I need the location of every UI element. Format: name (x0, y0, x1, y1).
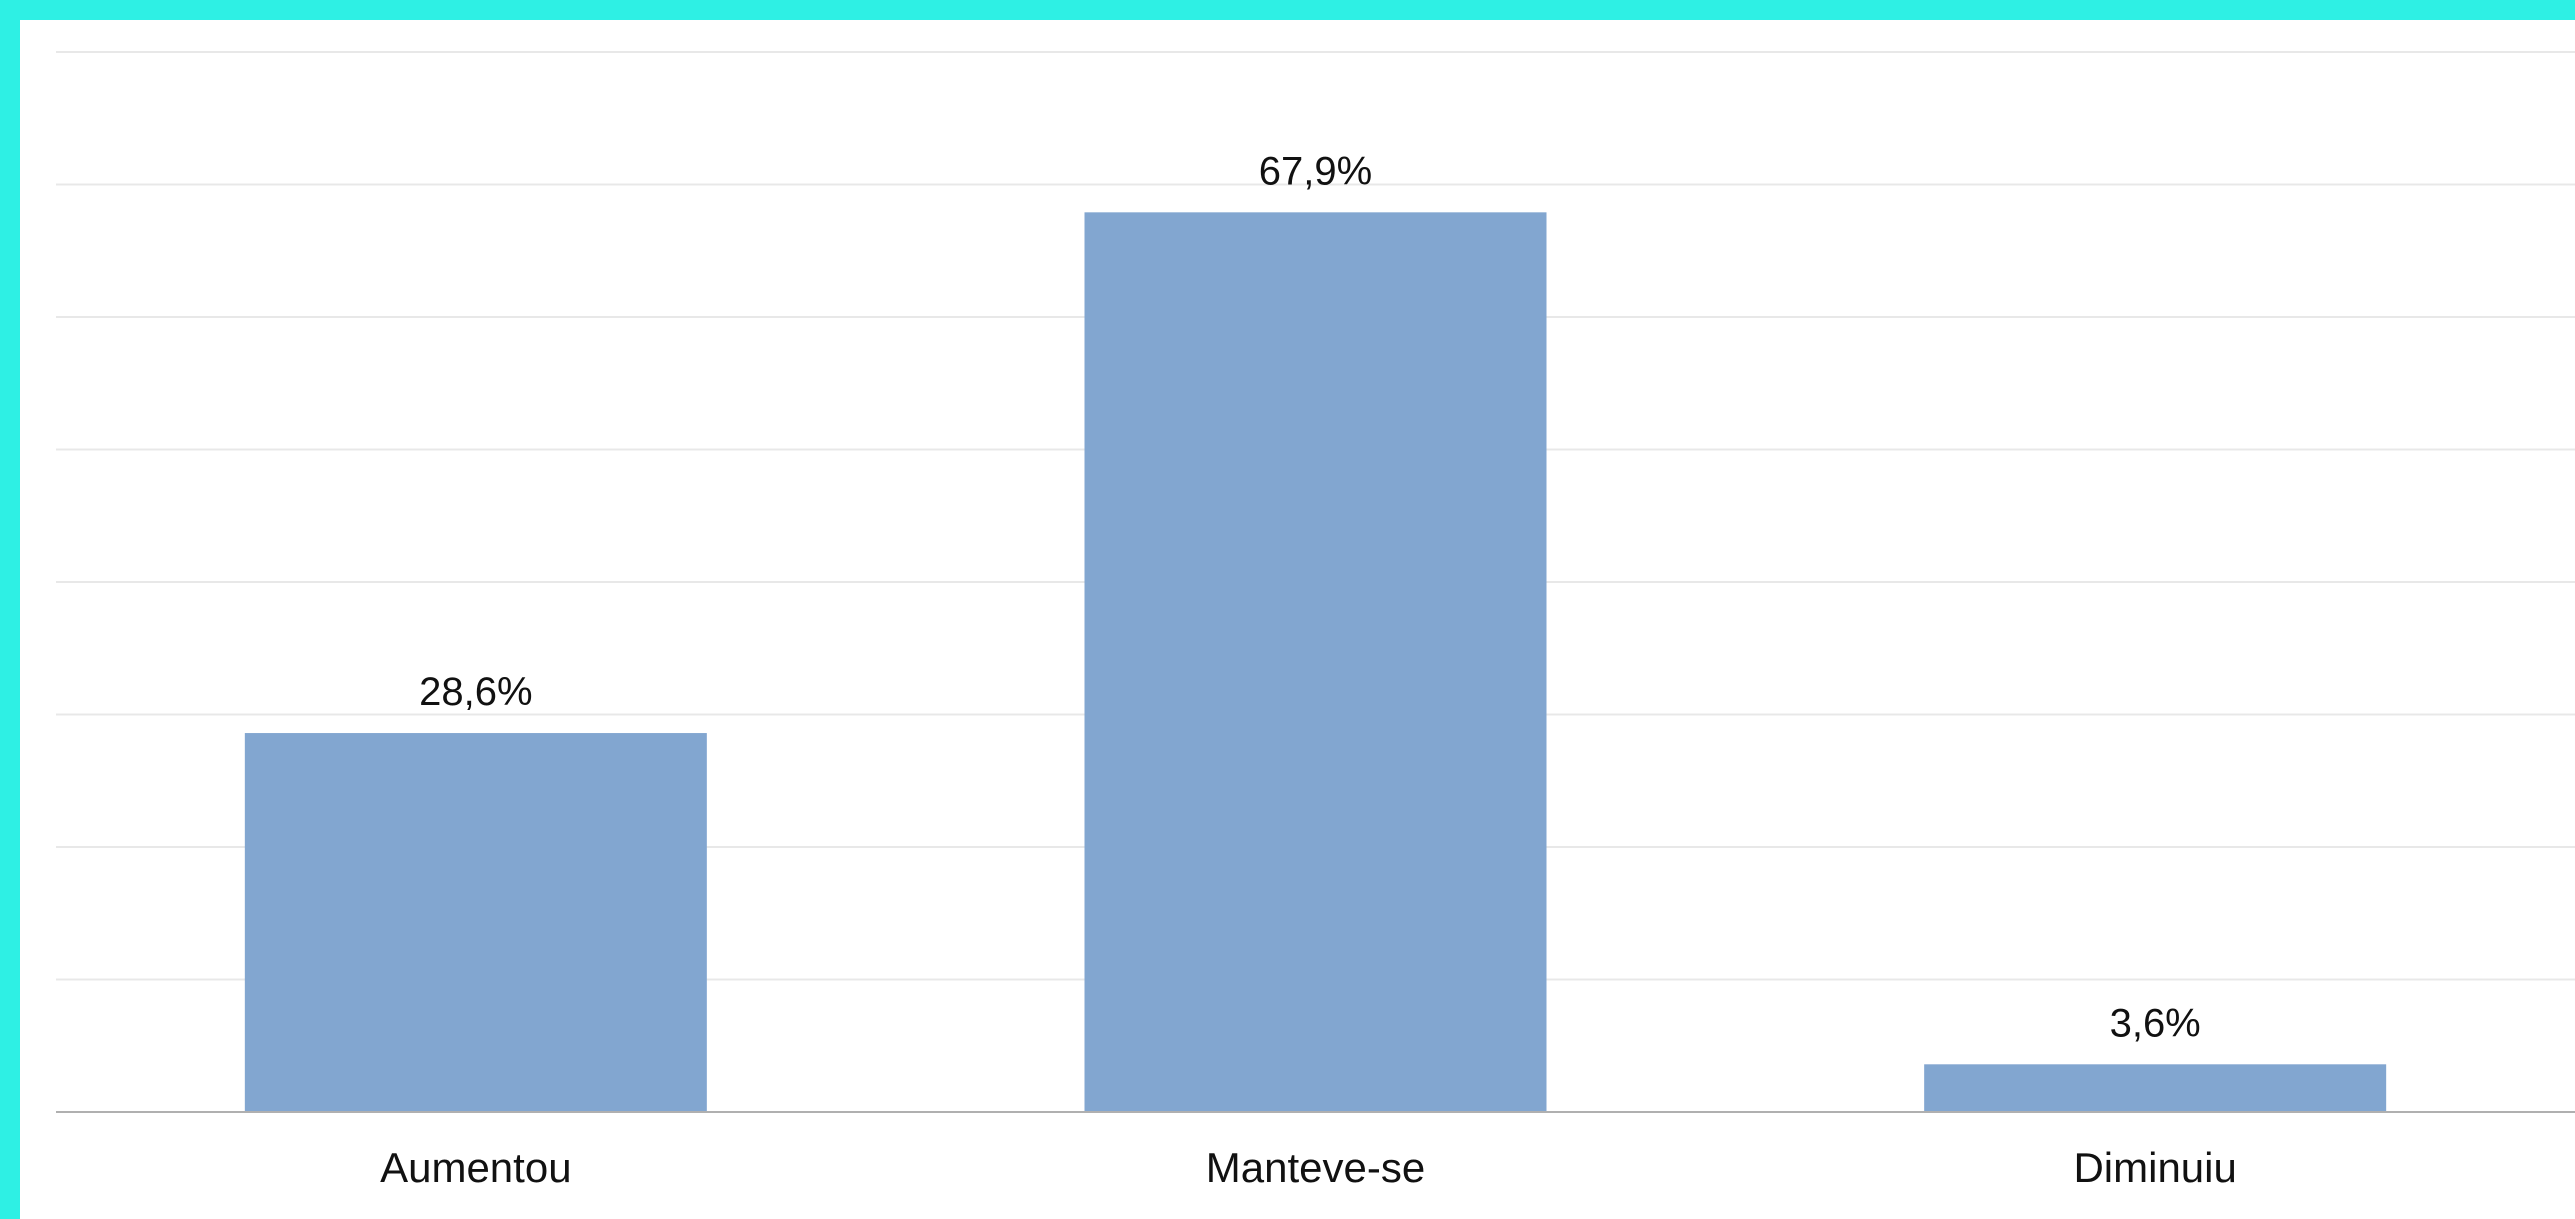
value-labels: 28,6% 67,9% 3,6% (419, 149, 2201, 1045)
value-label: 3,6% (2110, 1001, 2201, 1045)
category-label: Aumentou (380, 1144, 571, 1191)
bar-manteve-se (1084, 212, 1547, 1112)
category-label: Manteve-se (1206, 1144, 1425, 1191)
category-label: Diminuiu (2073, 1144, 2236, 1191)
category-labels: Aumentou Manteve-se Diminuiu (380, 1144, 2237, 1191)
bar-chart: 28,6% 67,9% 3,6% Aumentou Manteve-se Diminui… (56, 51, 2575, 1191)
bars (244, 212, 2387, 1112)
bar-diminuiu (1924, 1064, 2387, 1112)
value-label: 28,6% (419, 670, 532, 714)
value-label: 67,9% (1259, 149, 1372, 193)
bar-aumentou (244, 733, 707, 1112)
chart-frame: 28,6% 67,9% 3,6% Aumentou Manteve-se Diminui… (20, 20, 2575, 1219)
